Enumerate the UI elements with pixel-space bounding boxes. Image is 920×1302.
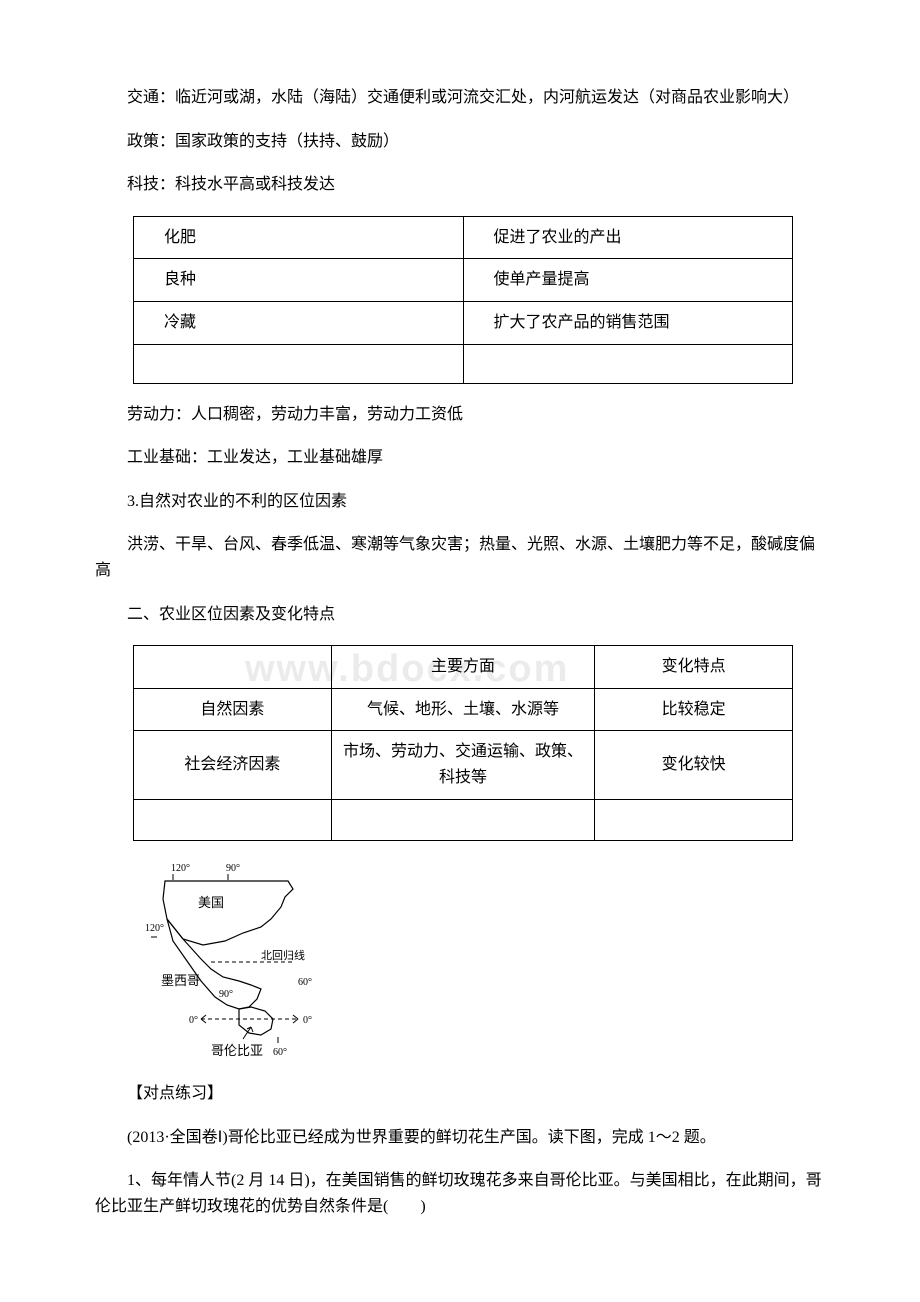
table-cell: 社会经济因素 [134,731,332,799]
paragraph-policy: 政策：国家政策的支持（扶持、鼓励） [95,129,825,155]
paragraph-exercise-intro: (2013·全国卷Ⅰ)哥伦比亚已经成为世界重要的鲜切花生产国。读下图，完成 1～… [95,1125,825,1151]
map-label-colombia: 哥伦比亚 [211,1043,263,1058]
table-header-row: 主要方面 变化特点 [134,646,793,689]
map-label-mexico: 墨西哥 [161,973,200,988]
table-header-cell: 主要方面 [331,646,595,689]
map-label-usa: 美国 [198,895,224,910]
table-cell: 冷藏 [134,301,464,344]
table-cell: 变化较快 [595,731,793,799]
document-page: 交通：临近河或湖，水陆（海陆）交通便利或河流交汇处，内河航运发达（对商品农业影响… [0,0,920,1297]
table-cell: 促进了农业的产出 [463,216,793,259]
table-header-cell [134,646,332,689]
map-figure: 120° 90° 美国 120° 墨西哥 90° 北回归线 60° [143,859,825,1068]
table-cell [463,344,793,383]
table-cell [134,799,332,840]
map-label: 90° [219,989,233,1000]
map-label: 0° [189,1015,198,1026]
map-label: 120° [171,863,190,874]
map-label-tropic: 北回归线 [261,948,305,962]
table-cell: 比较稳定 [595,688,793,731]
paragraph-transport: 交通：临近河或湖，水陆（海陆）交通便利或河流交汇处，内河航运发达（对商品农业影响… [95,85,825,111]
paragraph-question-1: 1、每年情人节(2 月 14 日)，在美国销售的鲜切玫瑰花多来自哥伦比亚。与美国… [95,1168,825,1219]
paragraph-exercise-heading: 【对点练习】 [95,1081,825,1107]
table-row-empty [134,344,793,383]
table-cell: 化肥 [134,216,464,259]
table-row: 良种 使单产量提高 [134,259,793,302]
table-cell: 使单产量提高 [463,259,793,302]
paragraph-heading-3: 3.自然对农业的不利的区位因素 [95,489,825,515]
table-row: 冷藏 扩大了农产品的销售范围 [134,301,793,344]
paragraph-technology: 科技：科技水平高或科技发达 [95,172,825,198]
map-svg: 120° 90° 美国 120° 墨西哥 90° 北回归线 60° [143,859,343,1059]
table-row: 自然因素 气候、地形、土壤、水源等 比较稳定 [134,688,793,731]
table-row: 化肥 促进了农业的产出 [134,216,793,259]
paragraph-industry: 工业基础：工业发达，工业基础雄厚 [95,445,825,471]
tech-effect-table: 化肥 促进了农业的产出 良种 使单产量提高 冷藏 扩大了农产品的销售范围 [133,216,793,384]
paragraph-labor: 劳动力：人口稠密，劳动力丰富，劳动力工资低 [95,402,825,428]
factors-change-table: 主要方面 变化特点 自然因素 气候、地形、土壤、水源等 比较稳定 社会经济因素 … [133,645,793,840]
map-label: 0° [303,1015,312,1026]
table-row-empty [134,799,793,840]
table-cell [595,799,793,840]
table-header-cell: 变化特点 [595,646,793,689]
map-label: 120° [145,923,164,934]
map-label: 60° [273,1047,287,1058]
table-cell: 气候、地形、土壤、水源等 [331,688,595,731]
table-cell: 扩大了农产品的销售范围 [463,301,793,344]
map-label: 90° [226,863,240,874]
table-cell: 自然因素 [134,688,332,731]
map-label: 60° [298,977,312,988]
table-cell [331,799,595,840]
table-cell [134,344,464,383]
paragraph-heading-2: 二、农业区位因素及变化特点 [95,602,825,628]
table-cell: 良种 [134,259,464,302]
watermark-container: www.bdocx.com 主要方面 变化特点 自然因素 气候、地形、土壤、水源… [95,645,825,840]
table-cell: 市场、劳动力、交通运输、政策、科技等 [331,731,595,799]
table-row: 社会经济因素 市场、劳动力、交通运输、政策、科技等 变化较快 [134,731,793,799]
paragraph-disadvantages: 洪涝、干旱、台风、春季低温、寒潮等气象灾害；热量、光照、水源、土壤肥力等不足，酸… [95,532,825,583]
